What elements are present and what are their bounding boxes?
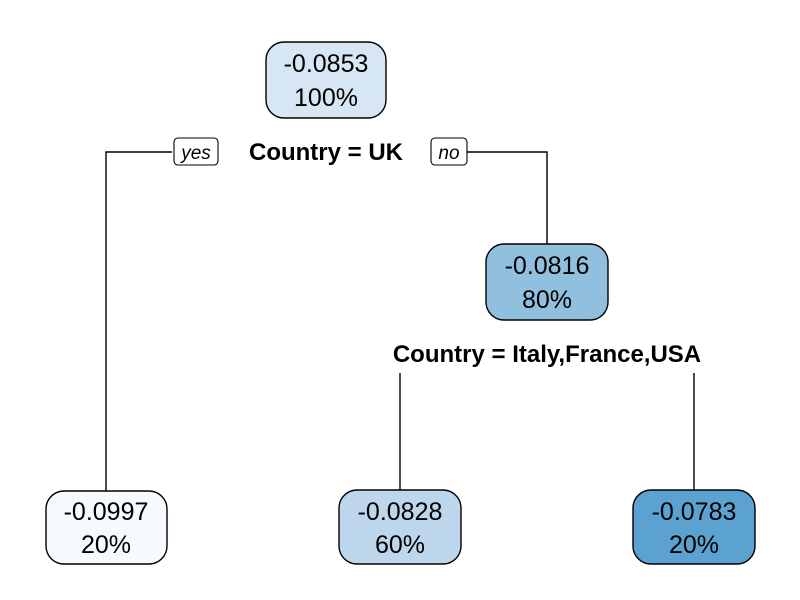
node-right-share: 80% — [522, 286, 572, 314]
leaf-right-box — [632, 489, 756, 565]
leaf-right-share: 20% — [669, 531, 719, 559]
leaf-middle-share: 60% — [375, 531, 425, 559]
leaf-middle-value: -0.0828 — [358, 498, 443, 526]
node-root-value: -0.0853 — [284, 50, 369, 78]
leaf-right-value: -0.0783 — [652, 498, 737, 526]
leaf-left: -0.0997 20% — [45, 490, 168, 565]
tree-edges — [105, 151, 695, 491]
leaf-left-box — [45, 490, 168, 565]
no-tag-label: no — [438, 143, 459, 164]
leaf-left-share: 20% — [81, 531, 131, 559]
leaf-middle: -0.0828 60% — [338, 489, 462, 565]
edge-root-yes-to-leaf-left — [105, 151, 172, 491]
right-split-label: Country = Italy,France,USA — [393, 341, 701, 368]
edge-root-no-to-node-right — [467, 151, 548, 244]
leaf-left-value: -0.0997 — [64, 498, 149, 526]
node-right-box — [485, 243, 609, 321]
leaf-right: -0.0783 20% — [632, 489, 756, 565]
node-root: -0.0853 100% — [265, 41, 387, 119]
node-right: -0.0816 80% — [485, 243, 609, 321]
yes-tag-label: yes — [179, 143, 211, 164]
root-split-label: Country = UK — [249, 139, 404, 166]
leaf-middle-box — [338, 489, 462, 565]
node-root-box — [265, 41, 387, 119]
no-tag-box — [430, 137, 468, 166]
root-split: yes Country = UK no — [173, 137, 468, 166]
yes-tag-box — [173, 137, 219, 166]
node-right-value: -0.0816 — [505, 252, 590, 280]
node-root-share: 100% — [294, 84, 358, 112]
